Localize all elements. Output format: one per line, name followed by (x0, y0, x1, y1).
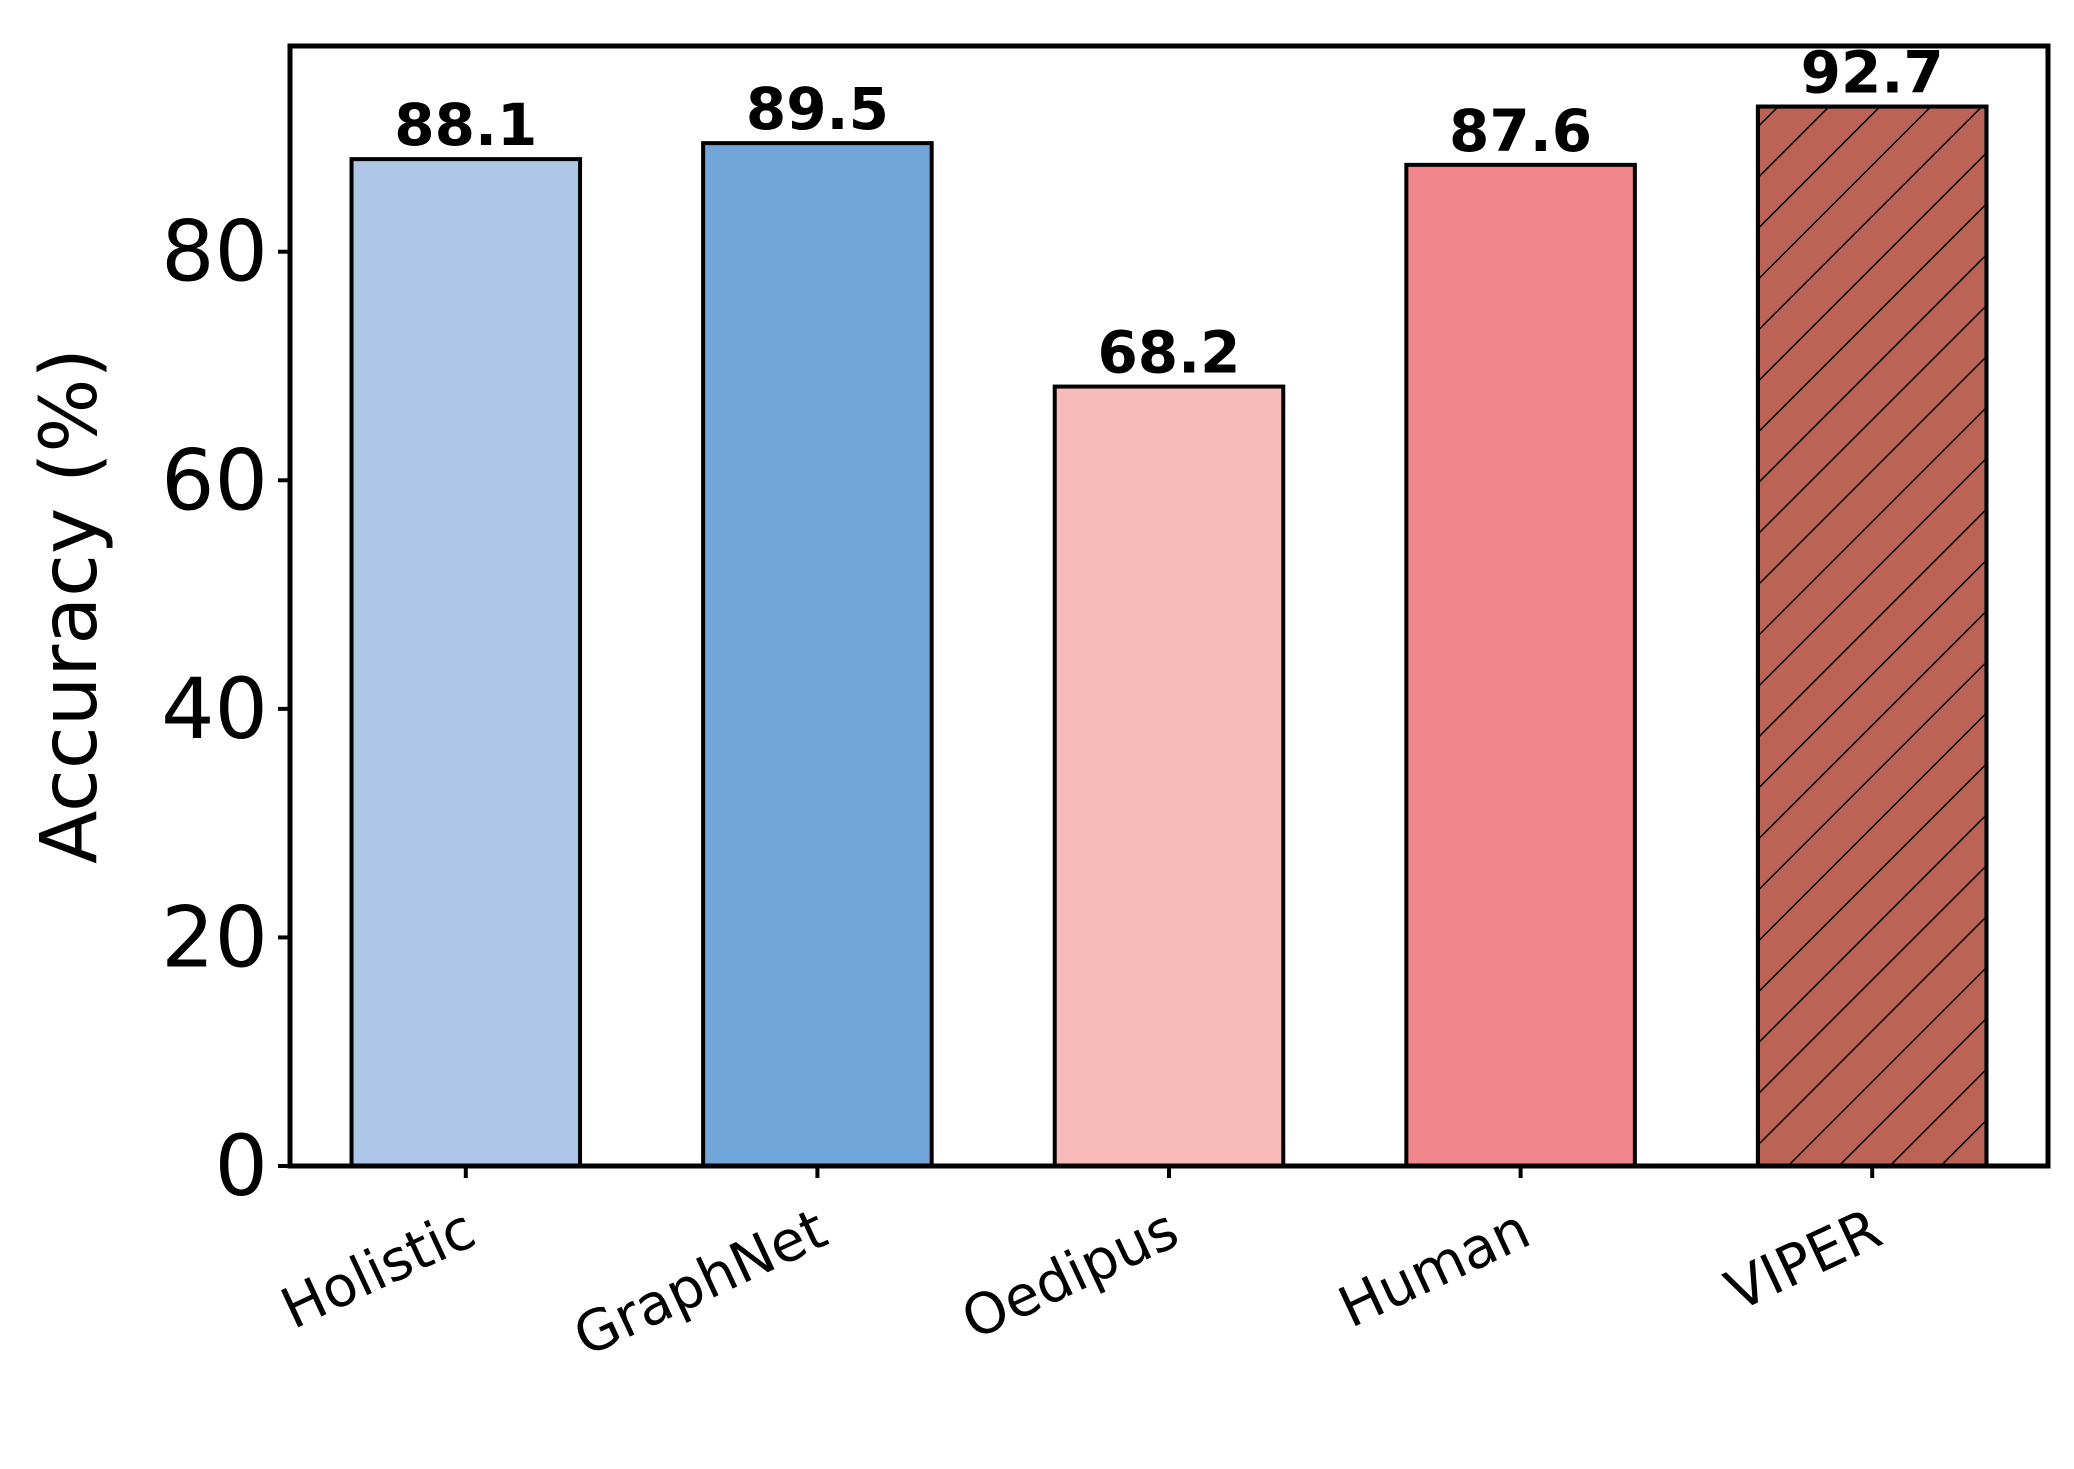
data-label-holistic: 88.1 (394, 91, 537, 159)
data-label-graphnet: 89.5 (746, 75, 889, 143)
x-tick-label-oedipus: Oedipus (952, 1197, 1188, 1353)
data-label-oedipus: 68.2 (1097, 319, 1240, 387)
data-label-viper: 92.7 (1801, 39, 1944, 107)
y-tick-label-0: 0 (215, 1117, 268, 1215)
x-tick-label-holistic: Holistic (272, 1197, 485, 1343)
bar-holistic (349, 157, 583, 1168)
x-tick-label-graphnet: GraphNet (564, 1197, 836, 1370)
y-tick-label-40: 40 (161, 660, 268, 758)
data-label-human: 87.6 (1449, 97, 1592, 165)
y-axis-title: Accuracy (%) (25, 348, 115, 864)
bars-group (349, 104, 1989, 1169)
bar-graphnet (701, 141, 934, 1168)
x-tick-label-human: Human (1329, 1197, 1540, 1341)
x-axis: Holistic GraphNet Oedipus Human VIPER (272, 1166, 1891, 1370)
y-tick-label-20: 20 (161, 888, 268, 986)
bar-hatch-viper (1755, 104, 1989, 1169)
x-tick-label-viper: VIPER (1716, 1197, 1891, 1325)
bar-human (1404, 162, 1637, 1169)
bar-oedipus (1052, 384, 1286, 1169)
y-tick-label-60: 60 (161, 431, 268, 529)
y-tick-label-80: 80 (161, 203, 268, 301)
data-labels-group: 88.1 89.5 68.2 87.6 92.7 (394, 39, 1944, 387)
y-axis: 0 20 40 60 80 (161, 203, 290, 1215)
